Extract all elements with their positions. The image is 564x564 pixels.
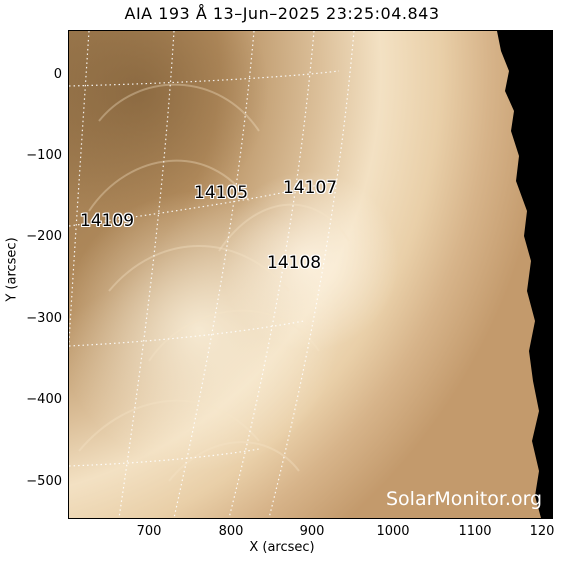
y-tick-label: −200 <box>26 229 62 244</box>
y-tick-label: −500 <box>26 474 62 489</box>
x-tick-label: 120 <box>529 524 555 539</box>
x-tick-label: 800 <box>218 524 244 539</box>
coronal-loops <box>78 83 350 482</box>
y-axis-label: Y (arcsec) <box>4 237 20 302</box>
heliographic-grid <box>69 31 355 518</box>
y-tick-label: 0 <box>53 67 62 82</box>
active-region-label: 14107 <box>283 178 338 198</box>
bright-loop-region <box>69 31 552 518</box>
active-region-label: 14105 <box>194 183 249 203</box>
y-tick-label: −300 <box>26 311 62 326</box>
active-region-label: 14108 <box>267 253 322 273</box>
watermark: SolarMonitor.org <box>386 488 543 510</box>
x-axis-label: X (arcsec) <box>249 540 315 555</box>
x-tick-label: 1000 <box>376 524 410 539</box>
y-tick-label: −400 <box>26 392 62 407</box>
y-tick-label: −100 <box>26 148 62 163</box>
solar-disk-image <box>69 31 552 518</box>
solar-image-panel <box>68 30 553 519</box>
x-tick-label: 900 <box>299 524 325 539</box>
x-tick-label: 1100 <box>458 524 492 539</box>
image-title: AIA 193 Å 13–Jun–2025 23:25:04.843 <box>124 4 440 23</box>
x-tick-label: 700 <box>136 524 162 539</box>
active-region-label: 14109 <box>80 211 135 231</box>
